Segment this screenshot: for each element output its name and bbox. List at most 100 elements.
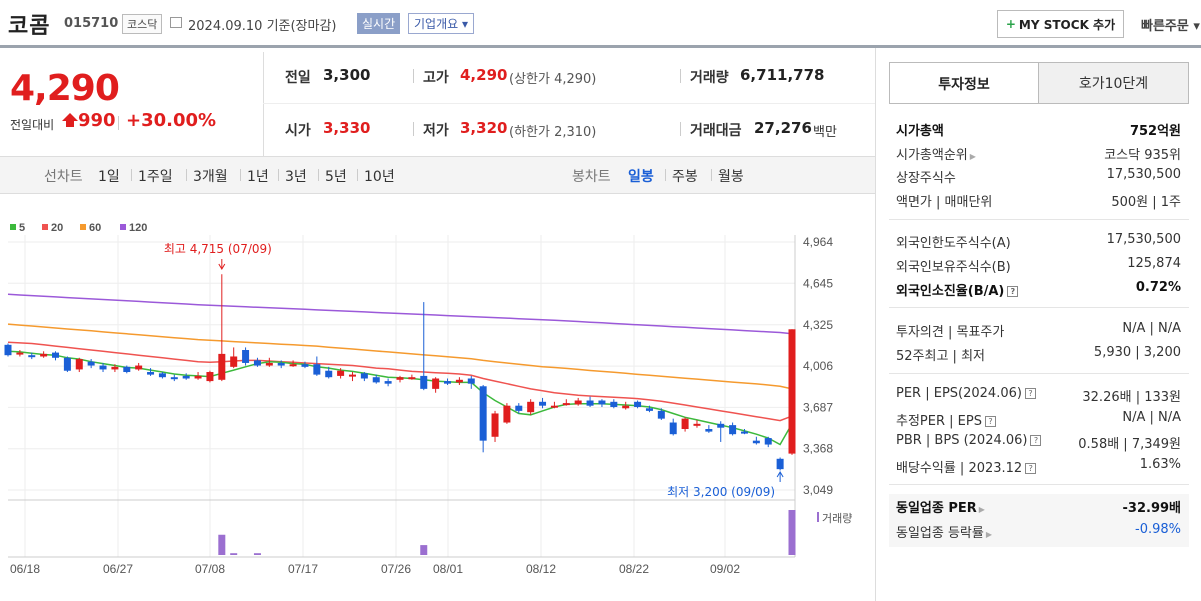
y-tick-label: 3,687 <box>803 400 833 414</box>
tab-investment-info[interactable]: 투자정보 <box>889 62 1039 104</box>
info-label-text: 액면가 | 매매단위 <box>896 195 993 210</box>
realtime-button[interactable]: 실시간 <box>357 13 401 34</box>
volume-bar <box>788 510 796 555</box>
candle-body <box>550 405 558 408</box>
quick-order-dropdown[interactable]: 빠른주문 ▾ <box>1141 19 1200 34</box>
info-value: N/A | N/A <box>1122 410 1181 425</box>
candle-body <box>669 422 677 435</box>
candle-body <box>372 377 380 383</box>
legend-label: 5 <box>19 222 25 234</box>
candle-body <box>242 350 250 363</box>
info-label-text: 상장주식수 <box>896 171 956 186</box>
volume-bar <box>218 534 226 555</box>
info-value: 17,530,500 <box>1106 232 1181 247</box>
divider <box>240 169 241 181</box>
legend-swatch <box>80 224 86 230</box>
candle-body <box>313 364 321 375</box>
candle-body <box>63 357 71 371</box>
info-label-text: 외국인한도주식수(A) <box>896 236 1011 251</box>
divider <box>278 169 279 181</box>
help-icon[interactable]: ? <box>1007 286 1019 297</box>
period-2[interactable]: 3개월 <box>193 169 228 185</box>
legend-swatch <box>42 224 48 230</box>
info-value: 5,930 | 3,200 <box>1093 345 1181 360</box>
divider <box>413 69 414 83</box>
volume-bar <box>420 545 428 555</box>
high-label: 고가 <box>423 70 449 86</box>
max-price-annotation: 최고 4,715 (07/09) <box>164 242 272 256</box>
candle-body <box>408 377 416 380</box>
info-row: 시가총액순위 ▶ 코스닥 935위 <box>896 144 1181 163</box>
candle-chart-label: 봉차트 <box>572 169 611 185</box>
candle-body <box>740 431 748 434</box>
candle-body <box>420 375 428 389</box>
up-arrow-icon <box>62 113 78 121</box>
help-icon[interactable]: ? <box>984 416 996 427</box>
mystock-add-button[interactable]: + MY STOCK 추가 <box>997 10 1124 38</box>
info-label-text: 투자의견 | 목표주가 <box>896 325 1005 340</box>
base-date: 2024.09.10 기준(장마감) <box>188 19 337 34</box>
info-value: 125,874 <box>1127 256 1181 271</box>
divider <box>186 169 187 181</box>
chevron-right-icon[interactable]: ▶ <box>969 152 976 161</box>
candle-body <box>170 377 178 380</box>
volume-bar <box>253 553 261 555</box>
divider <box>118 116 119 130</box>
company-info-dropdown[interactable]: 기업개요 ▾ <box>408 13 474 34</box>
volume-legend-label: 거래량 <box>822 512 852 525</box>
candle-body <box>479 386 487 441</box>
info-value: N/A | N/A <box>1122 321 1181 336</box>
volume-value: 6,711,778 <box>740 66 825 84</box>
prev-close-label: 전일 <box>285 70 311 86</box>
x-tick-label: 08/01 <box>433 562 463 576</box>
info-label-text: 시가총액순위 <box>896 148 968 163</box>
help-icon[interactable]: ? <box>1024 388 1036 399</box>
candle-body <box>16 352 24 355</box>
period-0[interactable]: 1일 <box>98 169 120 185</box>
period-4[interactable]: 3년 <box>285 169 307 185</box>
trade-value-unit: 백만 <box>813 125 837 140</box>
market-badge: 코스닥 <box>122 14 163 34</box>
candle-body <box>705 429 713 432</box>
candle-period-0[interactable]: 일봉 <box>628 169 654 185</box>
period-3[interactable]: 1년 <box>247 169 269 185</box>
up-arrow-stem <box>66 121 74 127</box>
period-1[interactable]: 1주일 <box>138 169 173 185</box>
help-icon[interactable]: ? <box>1030 435 1042 446</box>
line-chart-label: 선차트 <box>44 169 83 185</box>
volume-bar <box>230 553 238 555</box>
info-row: 동일업종 등락률 ▶ -0.98% <box>896 522 1181 541</box>
candle-body <box>657 410 665 419</box>
chevron-right-icon[interactable]: ▶ <box>978 505 985 514</box>
tab-order-book[interactable]: 호가10단계 <box>1038 62 1189 104</box>
period-5[interactable]: 5년 <box>325 169 347 185</box>
candle-body <box>40 353 48 357</box>
candle-body <box>491 413 499 437</box>
candle-body <box>693 423 701 426</box>
chevron-right-icon[interactable]: ▶ <box>985 530 993 539</box>
volume-label: 거래량 <box>690 70 729 86</box>
info-label: 외국인한도주식수(A) <box>896 232 1011 251</box>
candle-body <box>444 381 452 384</box>
candle-body <box>182 375 190 379</box>
candle-period-1[interactable]: 주봉 <box>672 169 698 185</box>
candle-body <box>539 401 547 406</box>
candle-body <box>634 401 642 407</box>
info-label-text: 52주최고 | 최저 <box>896 349 985 364</box>
candle-body <box>289 364 297 367</box>
section-divider <box>889 307 1189 308</box>
price-chart[interactable]: 4,964 4,645 4,325 4,006 3,687 3,368 3,049 5 20 60… <box>0 195 875 601</box>
candle-period-2[interactable]: 월봉 <box>718 169 744 185</box>
candle-body <box>467 378 475 384</box>
info-label: 투자의견 | 목표주가 <box>896 321 1004 340</box>
info-value: -0.98% <box>1135 522 1181 537</box>
plus-icon: + <box>1005 17 1016 31</box>
divider <box>357 169 358 181</box>
help-icon[interactable]: ? <box>1025 463 1037 474</box>
period-6[interactable]: 10년 <box>364 169 395 185</box>
low-value: 3,320 <box>460 119 508 137</box>
candle-body <box>218 353 226 380</box>
candle-body <box>503 405 511 423</box>
candle-body <box>527 401 535 413</box>
candle-body <box>75 359 83 370</box>
